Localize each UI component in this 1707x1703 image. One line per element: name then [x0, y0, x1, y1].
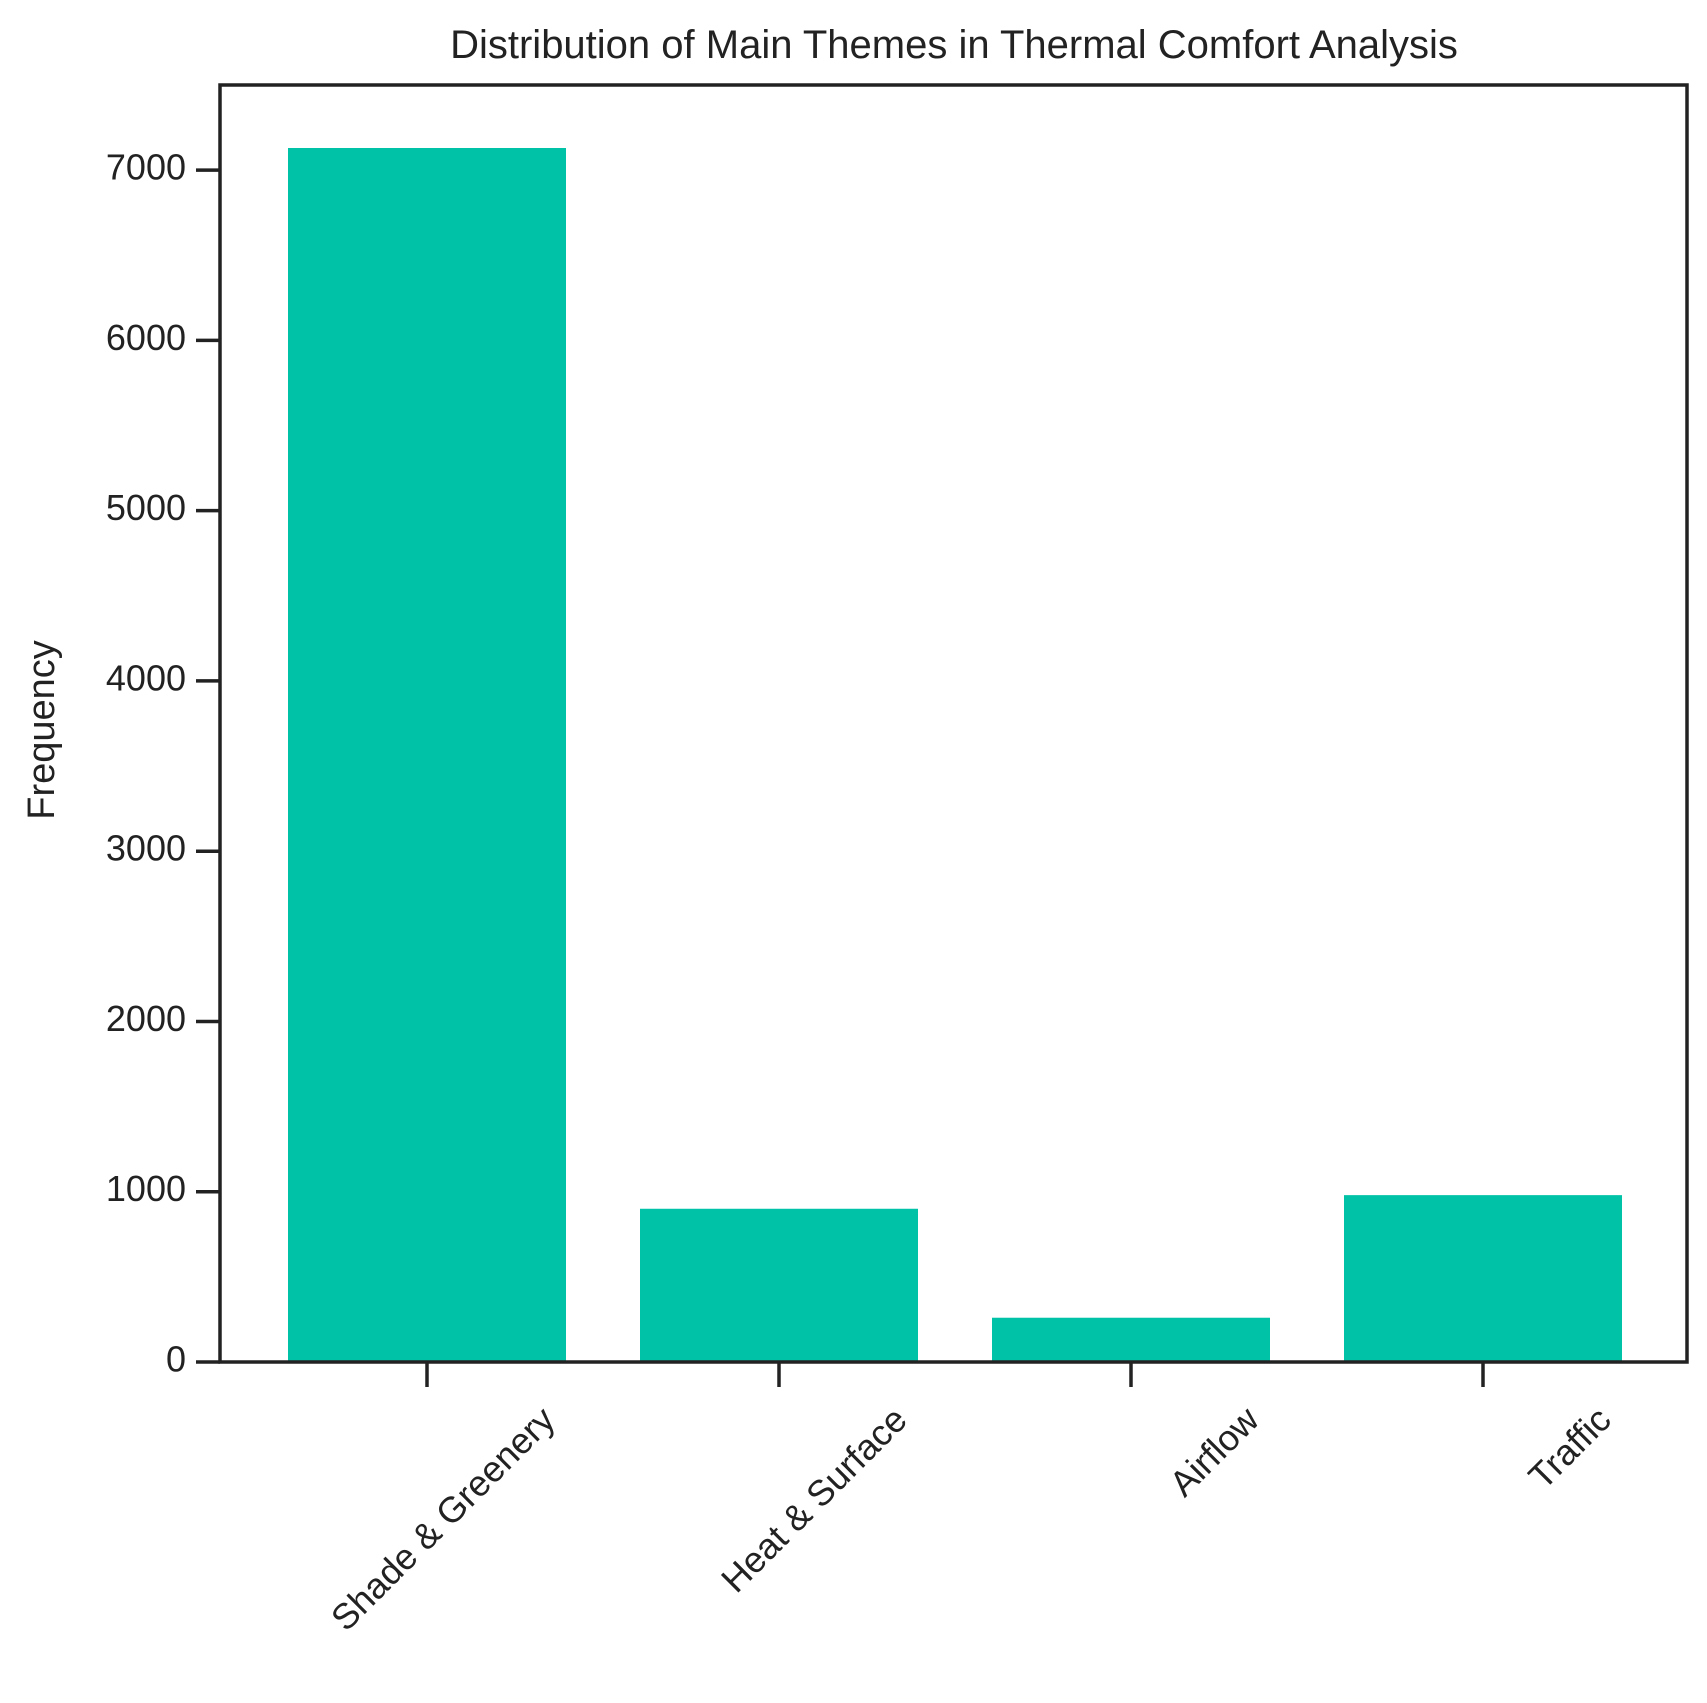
bar-2 [992, 1317, 1270, 1362]
y-axis-label: Frequency [21, 640, 63, 820]
y-tick-label-3: 3000 [106, 828, 186, 869]
x-ticks: Shade & Greenery Heat & Surface Airflow Tra… [323, 1362, 1619, 1639]
plot-frame [218, 83, 1689, 1364]
y-tick-label-0: 0 [166, 1339, 186, 1380]
x-tick-label-3: Traffic [1520, 1399, 1618, 1497]
bars [288, 147, 1622, 1363]
y-tick-label-7: 7000 [106, 147, 186, 188]
chart-title: Distribution of Main Themes in Thermal C… [450, 23, 1458, 67]
x-tick-label-2: Airflow [1161, 1398, 1267, 1504]
x-tick-label-0: Shade & Greenery [323, 1399, 563, 1639]
bar-0 [288, 147, 566, 1363]
y-tick-label-1: 1000 [106, 1168, 186, 1209]
y-tick-label-2: 2000 [106, 998, 186, 1039]
y-tick-label-6: 6000 [106, 317, 186, 358]
bar-3 [1344, 1195, 1622, 1362]
y-ticks: 0 1000 2000 3000 4000 5000 6000 7000 [106, 147, 220, 1380]
bar-1 [640, 1208, 918, 1362]
y-tick-label-4: 4000 [106, 657, 186, 698]
x-tick-label-1: Heat & Surface [713, 1399, 915, 1601]
y-tick-label-5: 5000 [106, 487, 186, 528]
